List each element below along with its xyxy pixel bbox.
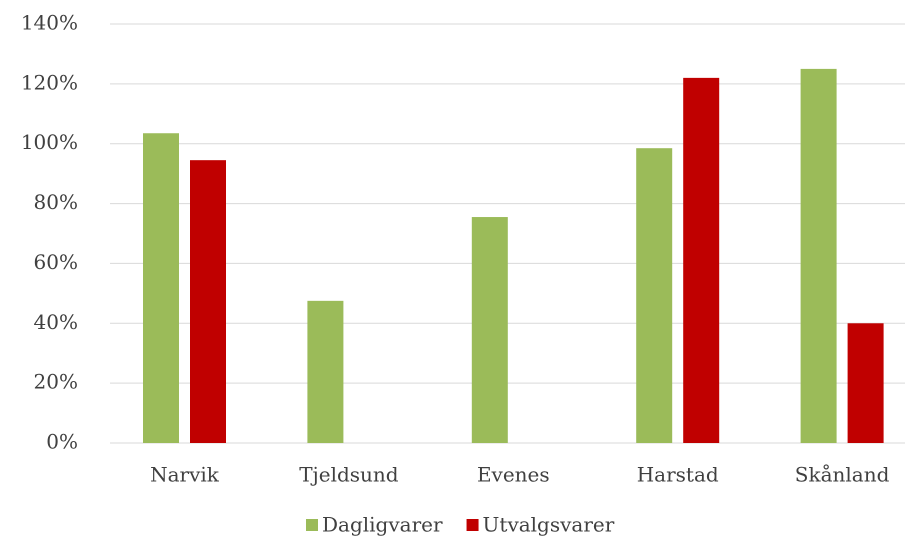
y-tick-label: 100% [21,130,78,154]
bar [190,160,226,444]
y-tick-label: 20% [34,370,78,394]
bar [847,323,884,443]
y-tick-label: 40% [34,310,78,334]
x-tick-label: Tjeldsund [299,463,399,487]
legend-swatch [466,519,479,531]
legend-swatch [306,519,318,531]
x-tick-label: Skånland [795,463,890,487]
x-tick-label: Harstad [637,463,719,487]
bar [636,148,673,444]
bar [800,68,837,444]
y-tick-label: 120% [21,70,78,94]
bar [471,217,508,443]
y-tick-label: 140% [21,11,78,35]
y-tick-label: 60% [34,250,78,274]
y-tick-label: 80% [34,190,78,214]
x-tick-label: Evenes [477,463,550,487]
bar [683,77,720,443]
y-tick-label: 0% [46,430,78,454]
x-tick-label: Narvik [150,463,220,487]
bar [143,133,179,443]
legend-label: Utvalgsvarer [483,513,615,537]
bar [307,300,344,443]
legend-label: Dagligvarer [322,513,443,537]
